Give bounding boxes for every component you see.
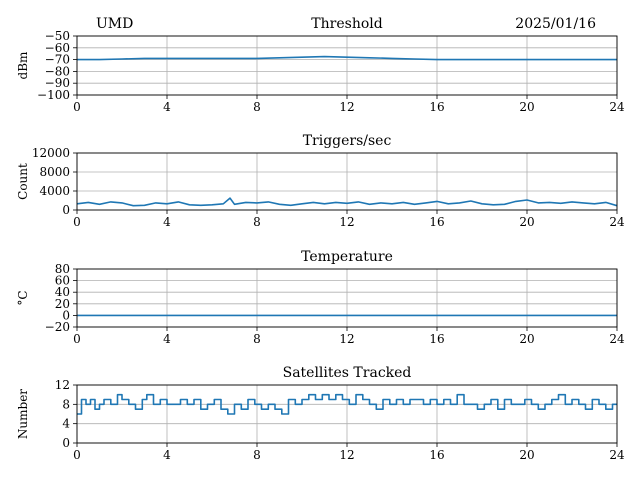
y-tick-label: −70 [45,53,70,67]
y-tick-label: 20 [55,297,70,311]
x-tick-label: 0 [73,100,81,114]
series-line [76,197,618,207]
x-tick-label: 4 [163,332,171,346]
series-line [77,393,617,415]
y-tick-label: 12 [55,378,70,392]
x-tick-label: 12 [339,332,354,346]
x-tick-label: 0 [73,332,81,346]
y-axis-label: Number [16,389,30,439]
x-tick-label: 20 [519,332,534,346]
date-label: 2025/01/16 [515,16,596,32]
y-tick-label: 0 [62,436,70,450]
y-tick-label: 4000 [39,184,70,198]
x-tick-label: 0 [73,215,81,229]
y-tick-label: −50 [45,29,70,43]
x-tick-label: 16 [429,215,444,229]
chart-title: Temperature [301,249,393,265]
x-tick-label: 20 [519,448,534,462]
x-tick-label: 24 [609,448,625,462]
chart-panel-2: 0 4 8 12 16 20 24 0 4000 8000 12000 Triggers/sec Cou… [16,133,625,229]
x-tick-label: 20 [519,100,534,114]
x-tick-label: 16 [429,332,444,346]
series-line [77,55,617,61]
x-tick-label: 0 [73,448,81,462]
x-tick-label: 24 [609,100,625,114]
y-tick-label: −90 [45,76,70,90]
chart-title: Threshold [311,16,382,32]
y-axis-label: Count [16,163,30,200]
x-tick-label: 4 [163,215,171,229]
y-tick-label: 0 [62,308,70,322]
y-tick-label: 60 [55,274,70,288]
x-tick-label: 16 [429,100,444,114]
panels: 0 4 8 12 16 20 24 −100−90−80−70−60−50 Threshold d… [16,16,625,462]
y-axis-label: °C [16,290,30,305]
x-tick-label: 4 [163,448,171,462]
y-tick-label: 80 [55,262,70,276]
y-tick-label: 8 [62,397,70,411]
x-tick-label: 20 [519,215,534,229]
x-tick-label: 24 [609,332,625,346]
x-tick-label: 12 [339,100,354,114]
x-tick-label: 8 [253,332,261,346]
y-tick-label: 4 [62,417,70,431]
chart-panel-1: 0 4 8 12 16 20 24 −100−90−80−70−60−50 Threshold d… [16,16,625,114]
x-tick-label: 4 [163,100,171,114]
x-tick-label: 16 [429,448,444,462]
x-tick-label: 8 [253,448,261,462]
y-tick-label: 8000 [39,165,70,179]
x-tick-label: 12 [339,448,354,462]
y-tick-label: −20 [45,320,70,334]
chart-title: Triggers/sec [303,133,392,149]
x-tick-label: 8 [253,100,261,114]
y-tick-label: −60 [45,41,70,55]
y-axis-label: dBm [16,51,30,80]
y-tick-label: −100 [37,88,70,102]
y-tick-label: 40 [55,285,70,299]
station-label: UMD [96,16,133,32]
chart-panel-4: 0 4 8 12 16 20 24 0 4 8 12 Satellites Tracked Number [16,365,625,462]
y-tick-label: 0 [62,203,70,217]
x-tick-label: 12 [339,215,354,229]
chart-title: Satellites Tracked [283,365,412,381]
y-tick-label: −80 [45,64,70,78]
x-tick-label: 8 [253,215,261,229]
y-tick-label: 12000 [32,146,70,160]
x-tick-label: 24 [609,215,625,229]
